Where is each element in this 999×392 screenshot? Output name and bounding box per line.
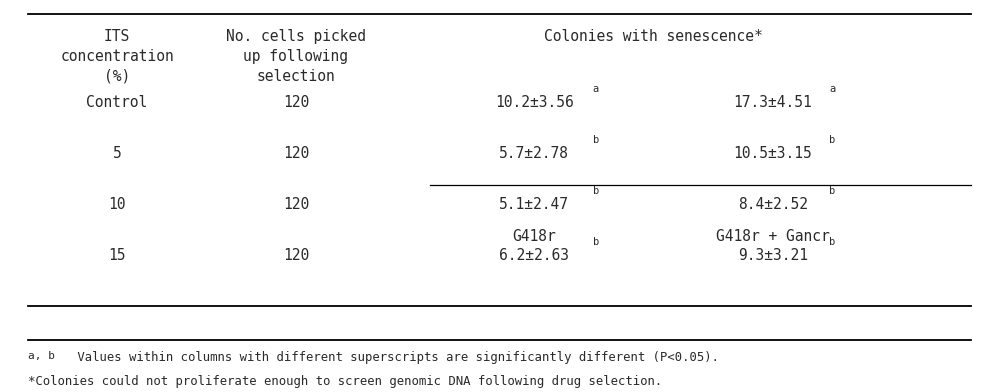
Text: ITS
concentration
(%): ITS concentration (%): [60, 29, 174, 84]
Text: 5.7±2.78: 5.7±2.78: [500, 146, 569, 161]
Text: 17.3±4.51: 17.3±4.51: [733, 95, 812, 110]
Text: a, b: a, b: [28, 351, 55, 361]
Text: 15: 15: [108, 247, 126, 263]
Text: b: b: [829, 237, 835, 247]
Text: a: a: [592, 84, 599, 94]
Text: *Colonies could not proliferate enough to screen genomic DNA following drug sele: *Colonies could not proliferate enough t…: [28, 376, 662, 388]
Text: 5: 5: [113, 146, 122, 161]
Text: 5.1±2.47: 5.1±2.47: [500, 197, 569, 212]
Text: G418r + Gancr: G418r + Gancr: [716, 229, 829, 244]
Text: b: b: [592, 237, 599, 247]
Text: Colonies with senescence*: Colonies with senescence*: [544, 29, 763, 44]
Text: 120: 120: [283, 146, 309, 161]
Text: 120: 120: [283, 247, 309, 263]
Text: b: b: [592, 135, 599, 145]
Text: 10: 10: [108, 197, 126, 212]
Text: 9.3±3.21: 9.3±3.21: [737, 247, 808, 263]
Text: No. cells picked
up following
selection: No. cells picked up following selection: [226, 29, 366, 84]
Text: Values within columns with different superscripts are significantly different (P: Values within columns with different sup…: [70, 351, 719, 364]
Text: 8.4±2.52: 8.4±2.52: [737, 197, 808, 212]
Text: 6.2±2.63: 6.2±2.63: [500, 247, 569, 263]
Text: 120: 120: [283, 95, 309, 110]
Text: b: b: [829, 186, 835, 196]
Text: a: a: [829, 84, 835, 94]
Text: Control: Control: [86, 95, 148, 110]
Text: b: b: [592, 186, 599, 196]
Text: 10.2±3.56: 10.2±3.56: [495, 95, 573, 110]
Text: G418r: G418r: [512, 229, 556, 244]
Text: 10.5±3.15: 10.5±3.15: [733, 146, 812, 161]
Text: b: b: [829, 135, 835, 145]
Text: 120: 120: [283, 197, 309, 212]
